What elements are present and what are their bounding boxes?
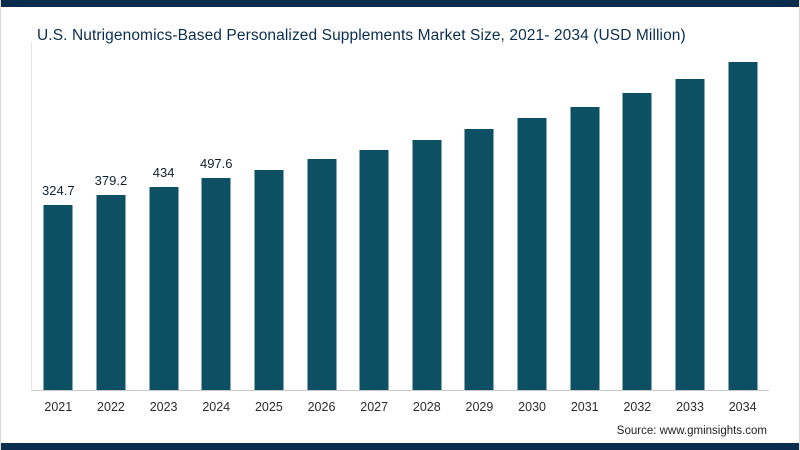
x-label-2028: 2028 [412, 400, 441, 414]
value-label-2022: 379.2 [94, 173, 128, 188]
bar-2032 [622, 93, 652, 390]
x-label-2033: 2033 [676, 400, 704, 414]
x-label-2027: 2027 [360, 400, 389, 414]
bar-slot-2030: 2030 [506, 42, 559, 414]
source-note: Source: www.gminsights.com [616, 425, 767, 437]
bar-2034 [728, 62, 758, 390]
bar-slot-2032: 2032 [611, 42, 664, 414]
bar-2023 [149, 187, 179, 390]
x-label-2025: 2025 [254, 400, 283, 414]
value-label-2024: 497.6 [199, 156, 233, 171]
bar-2026 [307, 159, 337, 390]
bar-2030 [517, 118, 547, 390]
x-label-2024: 2024 [202, 400, 231, 414]
bottom-border-strip [1, 443, 799, 450]
x-label-2032: 2032 [623, 400, 652, 414]
bar-2022 [96, 195, 126, 390]
x-label-2029: 2029 [465, 400, 494, 414]
bar-2025 [254, 170, 284, 390]
top-border-strip [1, 0, 799, 7]
x-label-2021: 2021 [44, 400, 73, 414]
x-label-2031: 2031 [570, 400, 599, 414]
bar-slot-2024: 497.6 2024 [190, 42, 243, 414]
bar-slot-2031: 2031 [558, 42, 611, 414]
bar-2027 [359, 150, 389, 390]
value-label-2023: 434 [152, 165, 175, 180]
x-label-2034: 2034 [728, 400, 757, 414]
bar-2029 [464, 129, 494, 390]
bar-slot-2028: 2028 [400, 42, 453, 414]
chart-title: U.S. Nutrigenomics-Based Personalized Su… [37, 27, 686, 44]
bar-slot-2033: 2033 [664, 42, 717, 414]
bar-slot-2026: 2026 [295, 42, 348, 414]
bar-slot-2023: 434 2023 [137, 42, 190, 414]
bar-slot-2029: 2029 [453, 42, 506, 414]
value-label-2021: 324.7 [42, 183, 75, 198]
bar-slot-2025: 2025 [243, 42, 296, 414]
bar-slot-2027: 2027 [348, 42, 401, 414]
bar-slot-2034: 2034 [716, 42, 769, 414]
x-label-2023: 2023 [149, 400, 178, 414]
x-label-2026: 2026 [307, 400, 336, 414]
bar-2024 [201, 178, 231, 390]
bar-2033 [675, 79, 705, 390]
bar-slot-2022: 379.2 2022 [85, 42, 138, 414]
bar-2021 [43, 205, 73, 390]
x-label-2022: 2022 [97, 400, 125, 414]
bar-slot-2021: 324.7 2021 [32, 42, 85, 414]
bar-2031 [570, 107, 600, 390]
x-label-2030: 2030 [518, 400, 546, 414]
plot-area: 324.7 2021 379.2 2022 434 2023 497.6 2024 2025 20… [31, 42, 769, 414]
bar-2028 [412, 140, 442, 390]
